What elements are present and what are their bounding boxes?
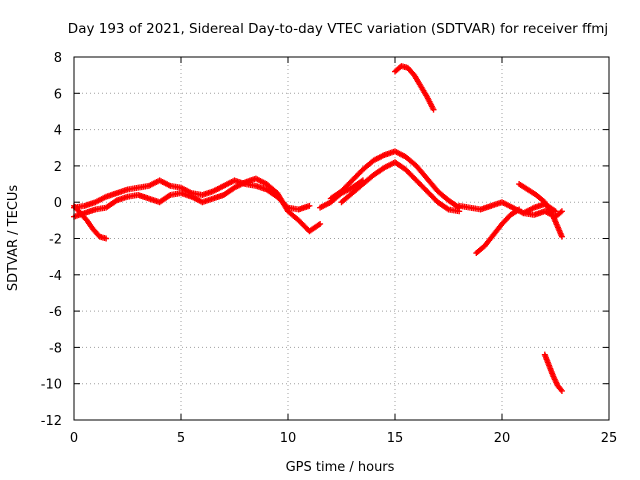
y-tick-label: 6 — [54, 87, 62, 102]
data-point — [317, 220, 324, 227]
series-track-9 — [473, 206, 523, 257]
x-tick-label: 5 — [177, 431, 185, 446]
data-points — [71, 63, 565, 394]
y-tick-label: 0 — [54, 196, 62, 211]
chart-title: Day 193 of 2021, Sidereal Day-to-day VTE… — [68, 21, 608, 37]
y-tick-label: -4 — [49, 269, 62, 284]
y-tick-label: -10 — [41, 378, 62, 393]
data-point — [103, 235, 110, 242]
data-point — [456, 208, 463, 215]
data-point — [558, 208, 565, 215]
series-track-10 — [516, 181, 565, 240]
y-tick-label: -8 — [49, 341, 62, 356]
x-tick-label: 10 — [280, 431, 297, 446]
series-track-2 — [71, 175, 324, 235]
series-track-1 — [71, 177, 313, 213]
series-track-6 — [317, 177, 366, 211]
series-track-7 — [392, 63, 437, 113]
data-point — [558, 387, 565, 394]
y-tick-label: -12 — [41, 414, 62, 429]
series-track-5 — [338, 159, 463, 215]
series-track-11 — [520, 201, 559, 217]
data-point — [516, 206, 523, 213]
x-tick-label: 25 — [601, 431, 618, 446]
series-track-3 — [71, 202, 110, 242]
y-tick-label: 2 — [54, 160, 62, 175]
data-point — [557, 209, 564, 216]
y-tick-label: -6 — [49, 305, 62, 320]
x-tick-label: 20 — [494, 431, 511, 446]
x-tick-label: 15 — [387, 431, 404, 446]
y-axis-label: SDTVAR / TECUs — [6, 185, 21, 292]
data-point — [430, 106, 437, 113]
data-point — [306, 202, 313, 209]
x-tick-label: 0 — [70, 431, 78, 446]
axis-ticks: 0 5 10 15 20 25 -12 -10 -8 -6 -4 -2 0 2 4 6 8 — [41, 51, 618, 446]
grid-lines — [74, 57, 609, 420]
data-point — [359, 177, 366, 184]
y-tick-label: 4 — [54, 124, 62, 139]
y-tick-label: -2 — [49, 233, 62, 248]
data-point — [558, 233, 565, 240]
data-point — [552, 208, 559, 215]
series-track-12 — [541, 351, 565, 394]
y-tick-label: 8 — [54, 51, 62, 66]
x-axis-label: GPS time / hours — [286, 460, 395, 475]
